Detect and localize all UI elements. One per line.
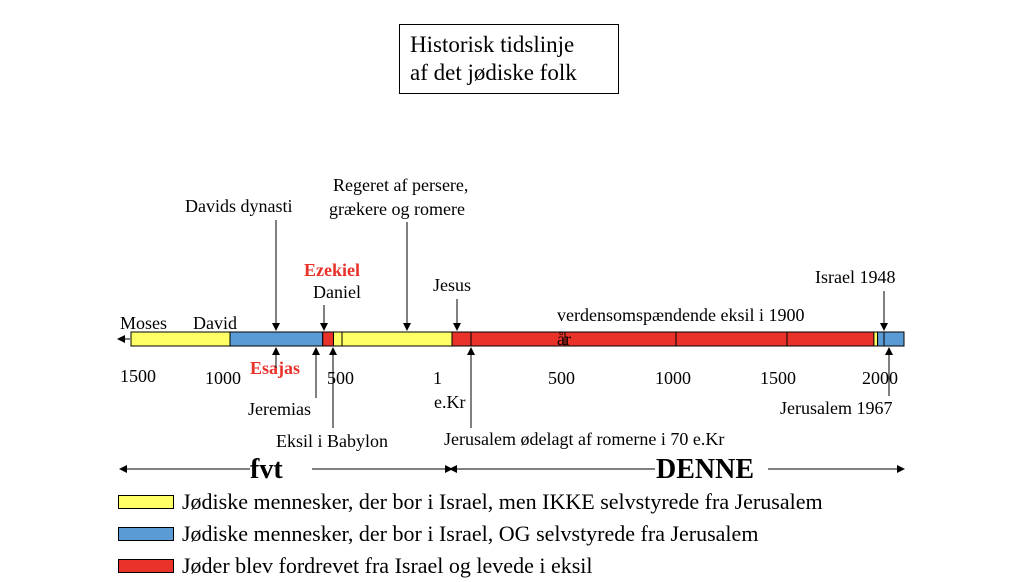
tick-label-ekr: e.Kr	[434, 392, 465, 412]
legend-swatch-red	[118, 559, 174, 573]
label-ezekiel: Ezekiel	[304, 260, 360, 280]
tick-label-1000ad: 1000	[655, 368, 691, 388]
tick-label-1: 1	[433, 368, 442, 388]
label-daniel: Daniel	[313, 282, 361, 302]
era-denne-label: DENNE	[656, 454, 754, 485]
tick-label-500ad: 500	[548, 368, 575, 388]
timeline-segment	[332, 331, 453, 347]
timeline-segment	[322, 331, 334, 347]
timeline-ticks	[229, 332, 885, 346]
legend-swatch-blue	[118, 527, 174, 541]
timeline-segment	[451, 331, 472, 347]
tick-label-2000ad: 2000	[862, 368, 898, 388]
legend-item-yellow: Jødiske mennesker, der bor i Israel, men…	[118, 486, 823, 518]
timeline-segments	[130, 331, 905, 347]
title-line-2: af det jødiske folk	[410, 60, 577, 85]
legend-text-yellow: Jødiske mennesker, der bor i Israel, men…	[182, 489, 823, 514]
label-davids-dynasti: Davids dynasti	[185, 196, 293, 216]
era-fvt-label: fvt	[250, 454, 283, 485]
timeline-segment	[877, 331, 905, 347]
label-ar: år	[557, 329, 571, 349]
title-box: Historisk tidslinje af det jødiske folk	[399, 24, 619, 94]
timeline-segment	[873, 331, 879, 347]
legend-text-red: Jøder blev fordrevet fra Israel og leved…	[182, 553, 593, 578]
legend-text-blue: Jødiske mennesker, der bor i Israel, OG …	[182, 521, 759, 546]
tick-label-1000bc: 1000	[205, 368, 241, 388]
label-regeret-line1: Regeret af persere,	[333, 175, 468, 195]
title-line-1: Historisk tidslinje	[410, 32, 575, 57]
legend: Jødiske mennesker, der bor i Israel, men…	[118, 486, 823, 582]
tick-label-1500bc: 1500	[120, 366, 156, 386]
timeline-segment	[229, 331, 324, 347]
label-eksil-1900: verdensomspændende eksil i 1900	[557, 305, 804, 325]
label-regeret-line2: grækere og romere	[329, 199, 465, 219]
timeline-segment	[470, 331, 875, 347]
legend-item-blue: Jødiske mennesker, der bor i Israel, OG …	[118, 518, 823, 550]
timeline-segment	[130, 331, 231, 347]
label-esajas: Esajas	[250, 358, 300, 378]
tick-label-1500ad: 1500	[760, 368, 796, 388]
legend-swatch-yellow	[118, 495, 174, 509]
label-jerusalem-1967: Jerusalem 1967	[780, 398, 892, 418]
tick-label-500bc: 500	[327, 368, 354, 388]
label-israel-1948: Israel 1948	[815, 267, 895, 287]
label-jeremias: Jeremias	[248, 399, 311, 419]
label-david: David	[193, 313, 237, 333]
label-eksil-babylon: Eksil i Babylon	[276, 431, 388, 451]
label-jerusalem-70: Jerusalem ødelagt af romerne i 70 e.Kr	[444, 429, 724, 449]
legend-item-red: Jøder blev fordrevet fra Israel og leved…	[118, 550, 823, 582]
label-moses: Moses	[120, 313, 167, 333]
label-jesus: Jesus	[433, 275, 471, 295]
